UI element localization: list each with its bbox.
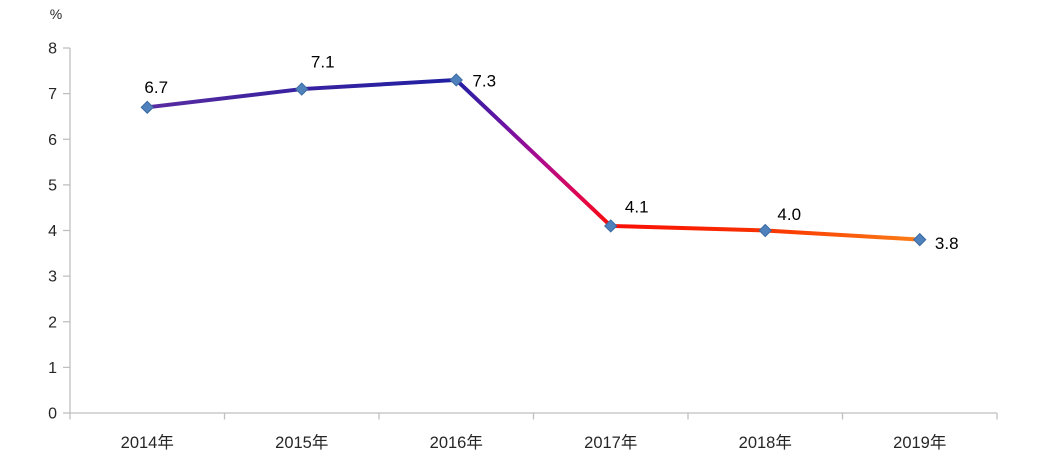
x-axis-label: 2017年 <box>584 433 637 452</box>
data-point-marker <box>604 219 618 233</box>
data-label: 7.1 <box>311 53 335 72</box>
y-tick-label: 1 <box>48 360 57 377</box>
y-tick-label: 3 <box>48 269 57 286</box>
y-tick-label: 8 <box>48 41 57 58</box>
data-point-marker <box>758 223 772 238</box>
y-tick-label: 7 <box>48 86 57 103</box>
data-label: 7.3 <box>472 71 496 90</box>
x-axis-label: 2019年 <box>893 433 946 452</box>
data-label: 6.7 <box>144 78 168 97</box>
series-line <box>145 77 922 242</box>
x-axis-label: 2014年 <box>121 433 174 452</box>
y-tick-label: 6 <box>48 132 57 149</box>
data-label: 4.0 <box>777 205 801 224</box>
y-tick-label: 0 <box>48 406 57 423</box>
data-point-marker <box>449 73 463 87</box>
data-point-marker <box>140 100 154 115</box>
x-axis-label: 2018年 <box>739 433 792 452</box>
data-label: 3.8 <box>935 234 959 253</box>
x-axis-label: 2015年 <box>275 433 328 452</box>
y-tick-label: 5 <box>48 177 57 194</box>
y-tick-label: 4 <box>48 223 57 240</box>
x-axis-label: 2016年 <box>430 433 483 452</box>
data-point-marker <box>913 232 927 247</box>
y-tick-label: 2 <box>48 314 57 331</box>
data-point-marker <box>295 82 309 96</box>
data-label: 4.1 <box>625 197 649 216</box>
unit-label: % <box>50 6 62 22</box>
